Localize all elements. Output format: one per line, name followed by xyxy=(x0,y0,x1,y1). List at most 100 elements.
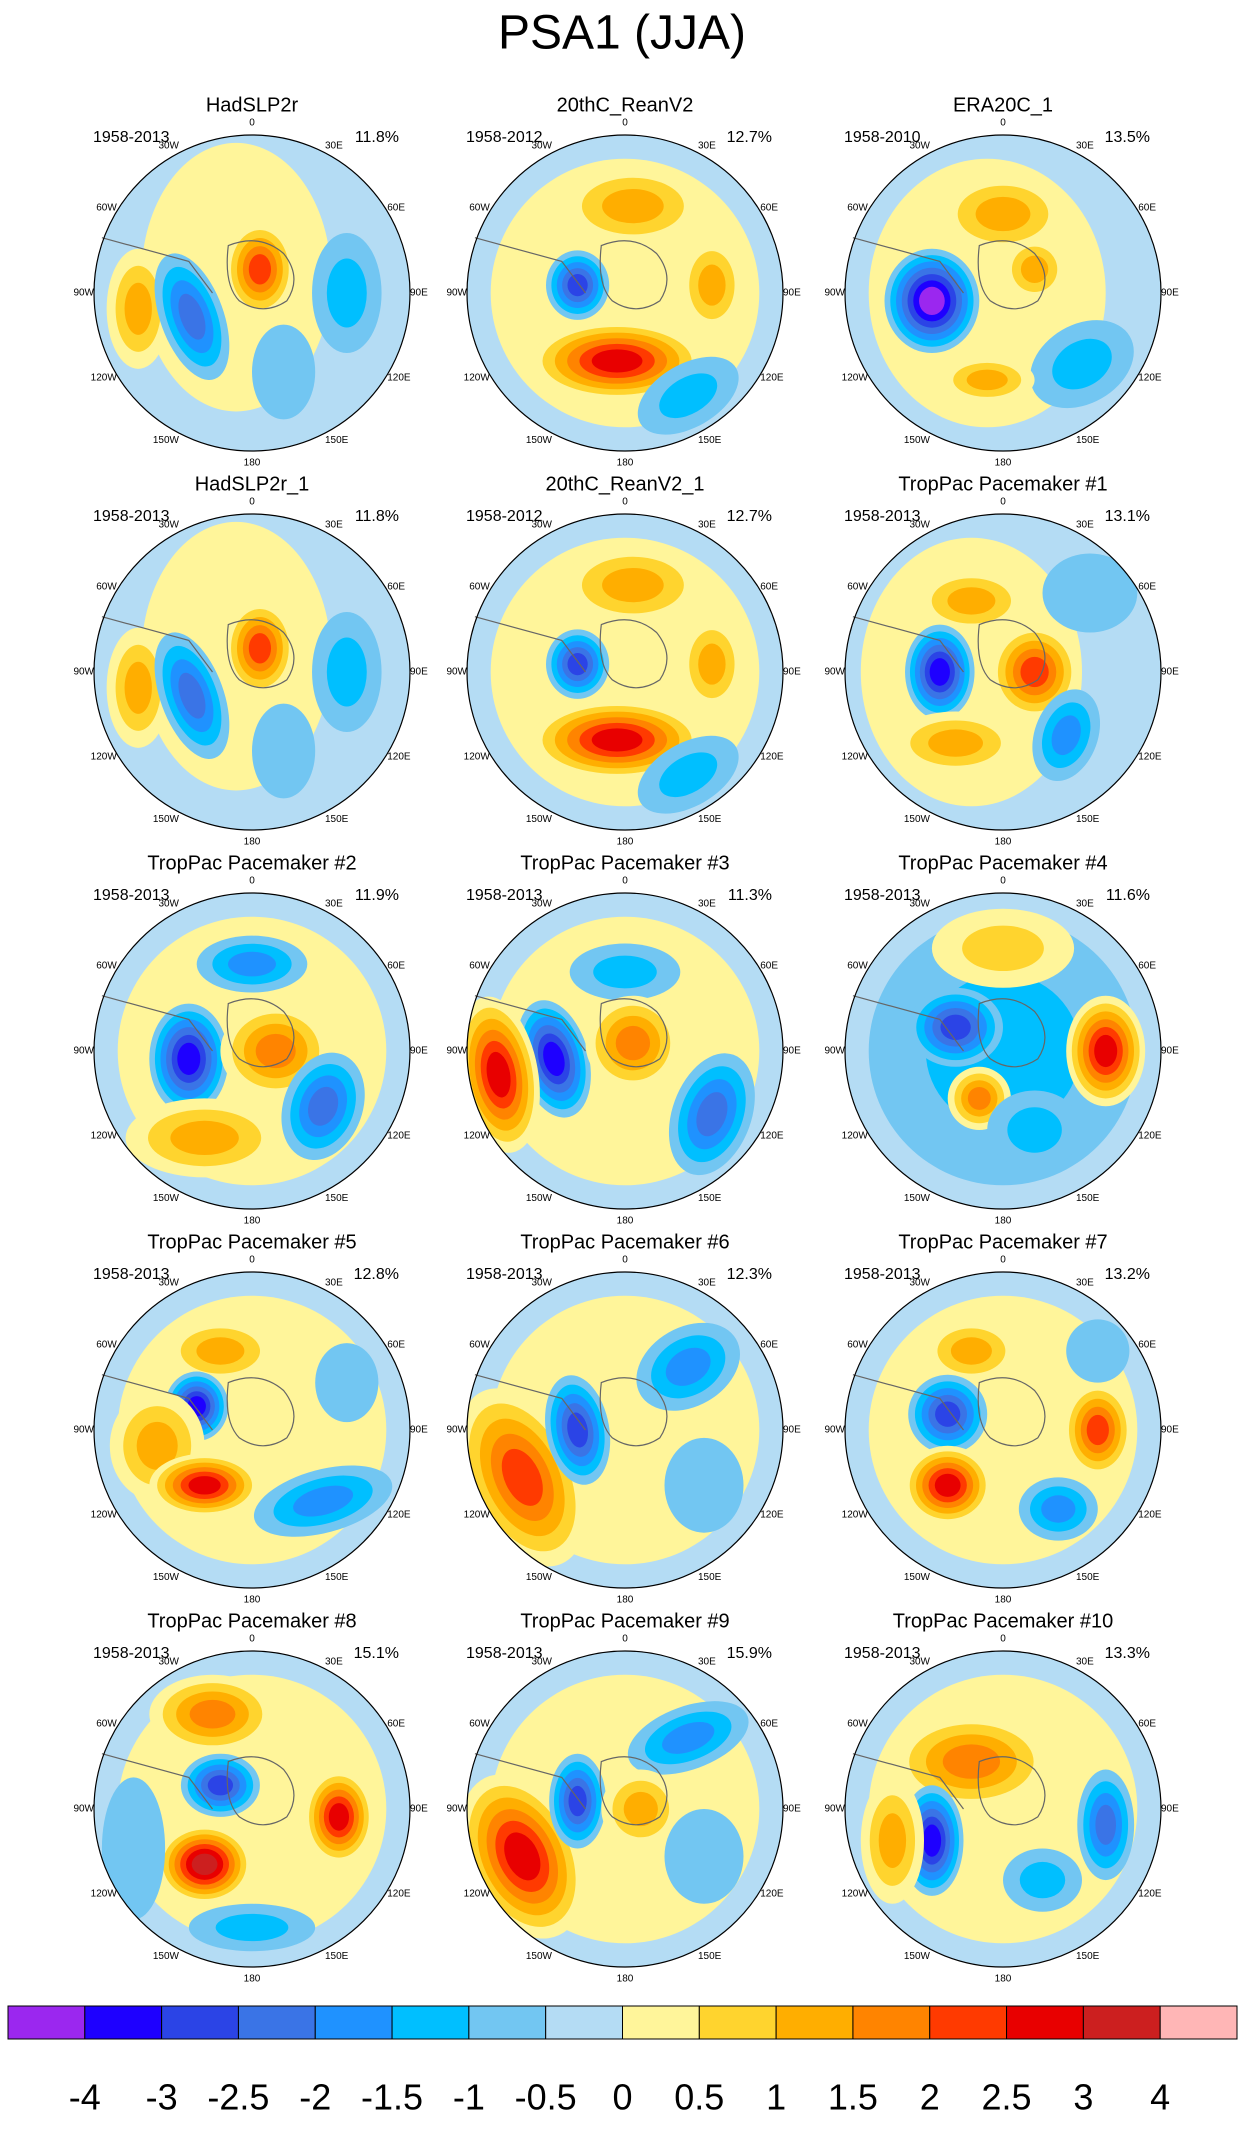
map-panel: TropPac Pacemaker #2 1958-2013 11.9% 0 30E 60… xyxy=(73,852,428,1226)
colorbar-box xyxy=(237,2005,316,2040)
longitude-label: 180 xyxy=(995,1974,1012,1985)
longitude-label: 150W xyxy=(526,1193,553,1204)
longitude-label: 60W xyxy=(847,1340,868,1351)
contour-band xyxy=(1007,1107,1062,1153)
colorbar-label: 0 xyxy=(612,2077,632,2118)
contour-band xyxy=(664,1437,744,1533)
longitude-label: 150W xyxy=(904,1951,931,1962)
longitude-label: 120E xyxy=(760,1131,784,1142)
map-outline xyxy=(93,513,411,831)
panel-title: ERA20C_1 xyxy=(953,94,1053,116)
longitude-label: 60E xyxy=(1138,1340,1156,1351)
longitude-label: 150W xyxy=(153,1193,180,1204)
longitude-label: 150W xyxy=(526,1572,553,1583)
longitude-label: 180 xyxy=(995,458,1012,469)
longitude-label: 30E xyxy=(1076,519,1094,530)
contour-band xyxy=(962,925,1044,972)
colorbar-box xyxy=(698,2005,777,2040)
longitude-label: 180 xyxy=(244,1216,261,1227)
longitude-label: 120W xyxy=(464,1510,491,1521)
longitude-label: 60E xyxy=(1138,1719,1156,1730)
panel-title: 20thC_ReanV2 xyxy=(557,94,694,116)
variance-label: 12.8% xyxy=(354,1266,399,1283)
contour-band xyxy=(326,258,367,328)
longitude-label: 120W xyxy=(91,373,118,384)
longitude-label: 150E xyxy=(325,1951,349,1962)
period-label: 1958-2013 xyxy=(844,1266,921,1283)
colorbar-label: -1 xyxy=(453,2077,485,2118)
period-label: 1958-2013 xyxy=(93,508,170,525)
longitude-label: 90E xyxy=(1161,288,1179,299)
contour-band xyxy=(975,196,1031,232)
longitude-label: 30E xyxy=(325,519,343,530)
period-label: 1958-2013 xyxy=(466,1266,543,1283)
variance-label: 13.2% xyxy=(1105,1266,1150,1283)
contour-band xyxy=(188,1476,221,1495)
longitude-label: 30E xyxy=(1076,140,1094,151)
longitude-label: 0 xyxy=(249,118,255,129)
map-outline xyxy=(844,892,1162,1210)
longitude-label: 150W xyxy=(904,435,931,446)
longitude-label: 0 xyxy=(1000,1255,1006,1266)
longitude-label: 60W xyxy=(847,1719,868,1730)
panel-title: TropPac Pacemaker #3 xyxy=(520,852,729,874)
contour-field xyxy=(94,135,410,451)
map-panel: TropPac Pacemaker #4 1958-2013 11.6% 0 30E 60… xyxy=(824,852,1179,1226)
colorbar-label: -0.5 xyxy=(515,2077,577,2118)
longitude-label: 180 xyxy=(617,458,634,469)
antarctica-coast xyxy=(977,1756,1046,1826)
colorbar-box xyxy=(391,2005,470,2040)
colorbar-label: -2.5 xyxy=(207,2077,269,2118)
figure-title: PSA1 (JJA) xyxy=(498,7,746,60)
longitude-label: 0 xyxy=(622,1634,628,1645)
contour-band xyxy=(940,1014,971,1040)
period-label: 1958-2013 xyxy=(466,887,543,904)
map-panel: TropPac Pacemaker #1 1958-2013 13.1% 0 30E 60… xyxy=(824,473,1179,847)
contour-band xyxy=(591,349,643,373)
longitude-label: 30W xyxy=(909,140,930,151)
longitude-label: 0 xyxy=(1000,118,1006,129)
panel-title: TropPac Pacemaker #5 xyxy=(147,1231,356,1253)
longitude-label: 30E xyxy=(698,519,716,530)
longitude-label: 60E xyxy=(760,1719,778,1730)
map-outline xyxy=(466,1271,784,1589)
longitude-label: 90W xyxy=(824,1425,845,1436)
longitude-label: 180 xyxy=(244,1595,261,1606)
longitude-label: 90E xyxy=(783,1425,801,1436)
longitude-label: 60W xyxy=(96,1719,117,1730)
longitude-label: 180 xyxy=(995,837,1012,848)
longitude-label: 30E xyxy=(1076,1277,1094,1288)
contour-field xyxy=(94,1272,410,1588)
contour-band xyxy=(1019,1861,1066,1899)
longitude-label: 60E xyxy=(1138,582,1156,593)
longitude-label: 90W xyxy=(73,1804,94,1815)
south-america-coast xyxy=(852,1374,964,1431)
contour-band xyxy=(919,286,945,316)
longitude-label: 150W xyxy=(904,1193,931,1204)
contour-band xyxy=(659,373,718,419)
longitude-label: 150E xyxy=(1076,1572,1100,1583)
contour-band xyxy=(1041,1495,1076,1523)
longitude-label: 30E xyxy=(1076,1656,1094,1667)
longitude-label: 90E xyxy=(1161,1804,1179,1815)
longitude-label: 0 xyxy=(1000,876,1006,887)
variance-label: 12.7% xyxy=(727,508,772,525)
longitude-label: 90E xyxy=(410,667,428,678)
contour-field xyxy=(467,135,783,451)
longitude-label: 30W xyxy=(531,1277,552,1288)
south-america-coast xyxy=(852,1753,964,1810)
panel-title: TropPac Pacemaker #9 xyxy=(520,1610,729,1632)
contour-field xyxy=(467,514,783,830)
longitude-label: 150W xyxy=(526,814,553,825)
longitude-label: 60E xyxy=(760,1340,778,1351)
period-label: 1958-2013 xyxy=(844,887,921,904)
contour-field xyxy=(94,514,410,830)
longitude-label: 90W xyxy=(824,1046,845,1057)
antarctica-coast xyxy=(599,998,668,1068)
longitude-label: 30W xyxy=(909,898,930,909)
antarctica-coast xyxy=(977,998,1046,1068)
period-label: 1958-2012 xyxy=(466,508,543,525)
longitude-label: 60E xyxy=(387,1340,405,1351)
contour-field xyxy=(845,1272,1161,1588)
